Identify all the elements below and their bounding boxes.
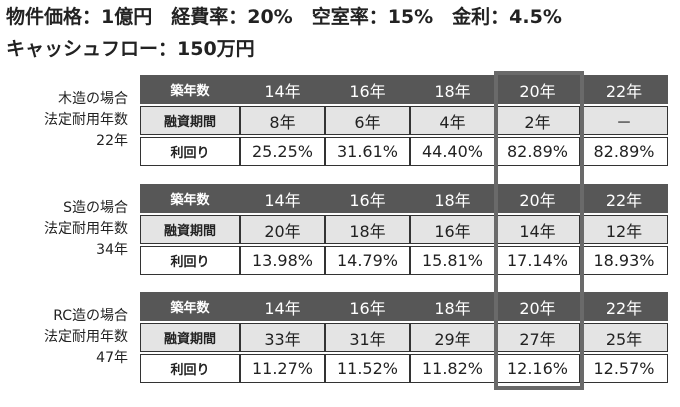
cell: 利回り bbox=[140, 246, 240, 275]
cell: 融資期間 bbox=[140, 106, 240, 135]
cell: 14年 bbox=[495, 215, 580, 244]
header-cell: 16年 bbox=[325, 184, 410, 213]
header-cell: 16年 bbox=[325, 292, 410, 321]
header-cell: 22年 bbox=[580, 184, 668, 213]
cell: 13.98% bbox=[240, 246, 325, 275]
cell: 2年 bbox=[495, 106, 580, 135]
label-line: 法定耐用年数 bbox=[44, 329, 128, 345]
header-cell: 18年 bbox=[410, 292, 495, 321]
cell: 利回り bbox=[140, 354, 240, 383]
header-cell: 18年 bbox=[410, 184, 495, 213]
header-cell: 14年 bbox=[240, 184, 325, 213]
cell: 25.25% bbox=[240, 137, 325, 166]
cell: 12年 bbox=[580, 215, 668, 244]
label-line: 法定耐用年数 bbox=[44, 221, 128, 237]
header-line: 物件価格：1億円 経費率：20% 空室率：15% 金利：4.5% bbox=[6, 6, 562, 28]
header-cell: 20年 bbox=[495, 292, 580, 321]
cell: 融資期間 bbox=[140, 215, 240, 244]
cell: 11.82% bbox=[410, 354, 495, 383]
cell: 33年 bbox=[240, 323, 325, 352]
header-cell: 20年 bbox=[495, 184, 580, 213]
label-line: RC造の場合 bbox=[53, 308, 128, 324]
cell: 31.61% bbox=[325, 137, 410, 166]
table-label: 木造の場合法定耐用年数 22年 bbox=[44, 89, 128, 152]
cell: 27年 bbox=[495, 323, 580, 352]
label-line: 47年 bbox=[96, 350, 128, 366]
cell: 11.52% bbox=[325, 354, 410, 383]
cell: 44.40% bbox=[410, 137, 495, 166]
cell: 82.89% bbox=[495, 137, 580, 166]
cell: － bbox=[580, 106, 668, 135]
header-cell: 20年 bbox=[495, 75, 580, 104]
label-line: 22年 bbox=[96, 133, 128, 149]
cell: 31年 bbox=[325, 323, 410, 352]
cell: 12.16% bbox=[495, 354, 580, 383]
cell: 融資期間 bbox=[140, 323, 240, 352]
cell: 14.79% bbox=[325, 246, 410, 275]
cell: 15.81% bbox=[410, 246, 495, 275]
label-line: S造の場合 bbox=[63, 200, 128, 216]
header-cell: 18年 bbox=[410, 75, 495, 104]
cell: 29年 bbox=[410, 323, 495, 352]
header-line: キャッシュフロー：150万円 bbox=[6, 38, 255, 60]
header-cell: 14年 bbox=[240, 292, 325, 321]
header-cell: 築年数 bbox=[140, 292, 240, 321]
header-cell: 築年数 bbox=[140, 75, 240, 104]
cell: 25年 bbox=[580, 323, 668, 352]
cell: 11.27% bbox=[240, 354, 325, 383]
header-cell: 16年 bbox=[325, 75, 410, 104]
header-cell: 築年数 bbox=[140, 184, 240, 213]
header-cell: 14年 bbox=[240, 75, 325, 104]
cell: 16年 bbox=[410, 215, 495, 244]
cell: 6年 bbox=[325, 106, 410, 135]
cell: 利回り bbox=[140, 137, 240, 166]
cell: 17.14% bbox=[495, 246, 580, 275]
cell: 4年 bbox=[410, 106, 495, 135]
cell: 8年 bbox=[240, 106, 325, 135]
label-line: 34年 bbox=[96, 242, 128, 258]
header-cell: 22年 bbox=[580, 75, 668, 104]
label-line: 木造の場合 bbox=[58, 91, 128, 107]
cell: 18年 bbox=[325, 215, 410, 244]
label-line: 法定耐用年数 bbox=[44, 112, 128, 128]
header-cell: 22年 bbox=[580, 292, 668, 321]
table-label: RC造の場合法定耐用年数 47年 bbox=[44, 306, 128, 369]
cell: 20年 bbox=[240, 215, 325, 244]
cell: 12.57% bbox=[580, 354, 668, 383]
cell: 82.89% bbox=[580, 137, 668, 166]
cell: 18.93% bbox=[580, 246, 668, 275]
table-label: S造の場合法定耐用年数 34年 bbox=[44, 198, 128, 261]
